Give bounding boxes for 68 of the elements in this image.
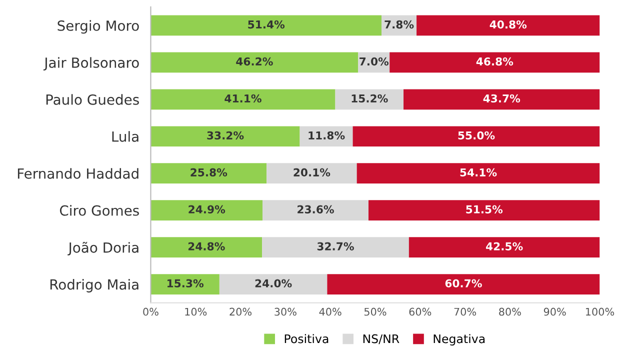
data-label: 11.8% — [308, 131, 345, 140]
data-label: 15.3% — [168, 279, 204, 288]
legend-label: Negativa — [434, 334, 485, 346]
x-tick-label: 10% — [185, 308, 207, 316]
data-label: 51.4% — [248, 20, 285, 29]
data-label: 40.8% — [490, 20, 527, 29]
data-label: 7.0% — [360, 57, 389, 66]
x-tick-label: 90% — [544, 308, 566, 316]
data-label: 15.2% — [352, 94, 388, 103]
data-label: 41.1% — [224, 94, 262, 103]
bar — [150, 163, 267, 184]
legend-label: Positiva — [284, 334, 328, 344]
x-tick-label: 20% — [230, 308, 252, 316]
x-tick-label: 50% — [364, 308, 386, 316]
data-label: 60.7% — [445, 279, 482, 288]
data-label: 25.8% — [190, 168, 228, 176]
data-label: 24.0% — [255, 279, 292, 288]
data-label: 24.8% — [188, 242, 225, 250]
bar — [300, 126, 353, 147]
legend-label: NS/NR — [363, 334, 400, 344]
data-label: 46.2% — [236, 57, 273, 66]
bar — [404, 89, 600, 110]
data-label: 51.5% — [466, 205, 503, 214]
y-tick-label: Paulo Guedes — [46, 94, 139, 105]
bar — [352, 126, 600, 147]
data-label: 55.0% — [458, 131, 495, 140]
bar — [356, 163, 600, 184]
bar — [150, 126, 300, 147]
y-tick-label: João Doria — [68, 242, 138, 256]
bar — [150, 15, 382, 36]
bar — [219, 274, 328, 294]
data-label: 43.7% — [483, 94, 520, 103]
x-tick-label: 30% — [274, 308, 296, 316]
data-label: 46.8% — [476, 57, 514, 66]
y-tick-label: Ciro Gomes — [60, 205, 139, 216]
x-tick-label: 0% — [143, 308, 158, 316]
data-label: 54.1% — [460, 168, 497, 176]
bar — [150, 237, 262, 258]
bar — [327, 274, 600, 294]
bar — [150, 52, 358, 73]
bar — [335, 89, 404, 110]
bar — [262, 200, 368, 220]
bar — [416, 15, 600, 36]
y-tick-label: Rodrigo Maia — [50, 278, 138, 292]
y-tick-label: Sergio Moro — [58, 20, 139, 34]
bar — [262, 237, 409, 258]
x-tick-label: 60% — [409, 308, 432, 316]
bar — [368, 200, 600, 220]
y-tick-label: Lula — [112, 131, 138, 142]
x-tick-label: 70% — [454, 308, 476, 316]
x-tick-label: 100% — [586, 308, 614, 316]
data-label: 23.6% — [298, 205, 334, 214]
data-label: 42.5% — [486, 242, 523, 250]
data-label: 7.8% — [384, 20, 414, 29]
data-label: 33.2% — [207, 131, 244, 140]
data-label: 24.9% — [188, 205, 226, 214]
bar — [150, 274, 220, 294]
x-tick-label: 40% — [319, 308, 342, 316]
y-tick-label: Jair Bolsonaro — [43, 57, 139, 70]
data-label: 32.7% — [317, 242, 354, 250]
data-label: 20.1% — [294, 168, 330, 176]
bar — [390, 52, 600, 73]
bar — [408, 237, 600, 258]
bar — [266, 163, 357, 184]
bar — [150, 89, 336, 110]
x-tick-label: 80% — [499, 308, 521, 316]
y-tick-label: Fernando Haddad — [18, 168, 138, 179]
bar — [150, 200, 263, 220]
